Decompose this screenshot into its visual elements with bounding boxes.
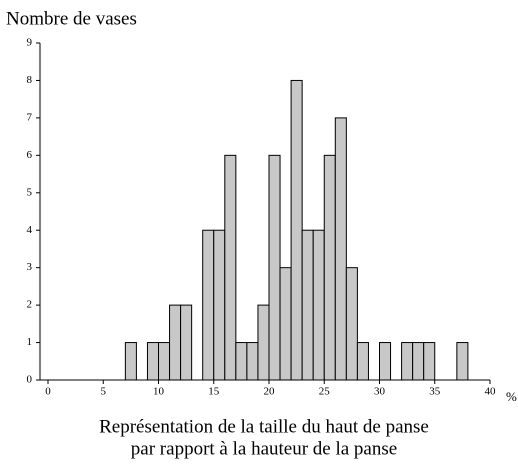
y-axis-label: Nombre de vases: [6, 8, 137, 29]
y-tick-label: 9: [27, 37, 33, 49]
bar: [213, 229, 226, 381]
bar: [124, 342, 137, 381]
bar: [169, 304, 182, 381]
bar: [290, 79, 303, 381]
x-tick-label: 0: [45, 386, 51, 398]
x-axis-label: par rapport à la hauteur de la panse: [131, 438, 397, 459]
bar: [279, 267, 292, 381]
x-tick-label: 30: [374, 386, 386, 398]
bar: [180, 304, 193, 381]
y-tick-label: 1: [27, 336, 33, 348]
x-axis-label: Représentation de la taille du haut de p…: [99, 416, 429, 437]
bar: [379, 342, 392, 381]
bar: [257, 304, 270, 381]
x-tick-label: 10: [153, 386, 165, 398]
bar: [345, 267, 358, 381]
x-tick-label: 5: [101, 386, 107, 398]
bar: [268, 154, 281, 381]
x-tick-label: 40: [485, 386, 497, 398]
bar: [158, 342, 171, 381]
y-tick-label: 2: [27, 299, 33, 311]
bar: [323, 154, 336, 381]
y-tick-label: 0: [27, 374, 33, 386]
x-unit: %: [506, 389, 517, 404]
bar: [456, 342, 469, 381]
x-tick-label: 35: [429, 386, 441, 398]
bar: [356, 342, 369, 381]
y-tick-label: 5: [27, 186, 33, 198]
bar: [224, 154, 237, 381]
bar: [312, 229, 325, 381]
bar: [146, 342, 159, 381]
bar: [202, 229, 215, 381]
bar: [235, 342, 248, 381]
bar: [412, 342, 425, 381]
bar: [334, 117, 347, 381]
x-tick-label: 20: [264, 386, 276, 398]
x-tick-label: 25: [319, 386, 331, 398]
bar: [246, 342, 259, 381]
bar: [301, 229, 314, 381]
x-tick-label: 15: [208, 386, 220, 398]
y-tick-label: 7: [27, 111, 33, 123]
y-tick-label: 4: [27, 224, 33, 236]
y-tick-label: 6: [27, 149, 33, 161]
bar: [423, 342, 436, 381]
y-tick-label: 3: [27, 261, 33, 273]
bar: [401, 342, 414, 381]
y-tick-label: 8: [27, 74, 33, 86]
